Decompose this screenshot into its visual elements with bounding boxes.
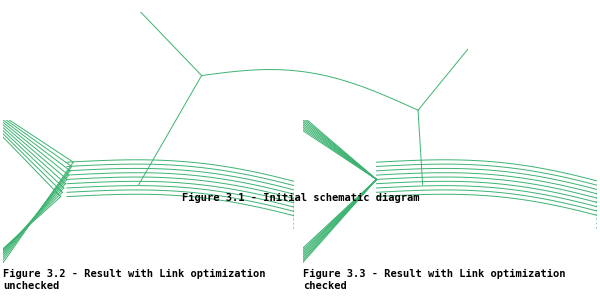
Text: Figure 3.3 - Result with Link optimization
checked: Figure 3.3 - Result with Link optimizati… <box>303 269 566 291</box>
Text: Figure 3.1 - Initial schematic diagram: Figure 3.1 - Initial schematic diagram <box>182 193 420 203</box>
Text: Figure 3.2 - Result with Link optimization
unchecked: Figure 3.2 - Result with Link optimizati… <box>3 269 265 291</box>
